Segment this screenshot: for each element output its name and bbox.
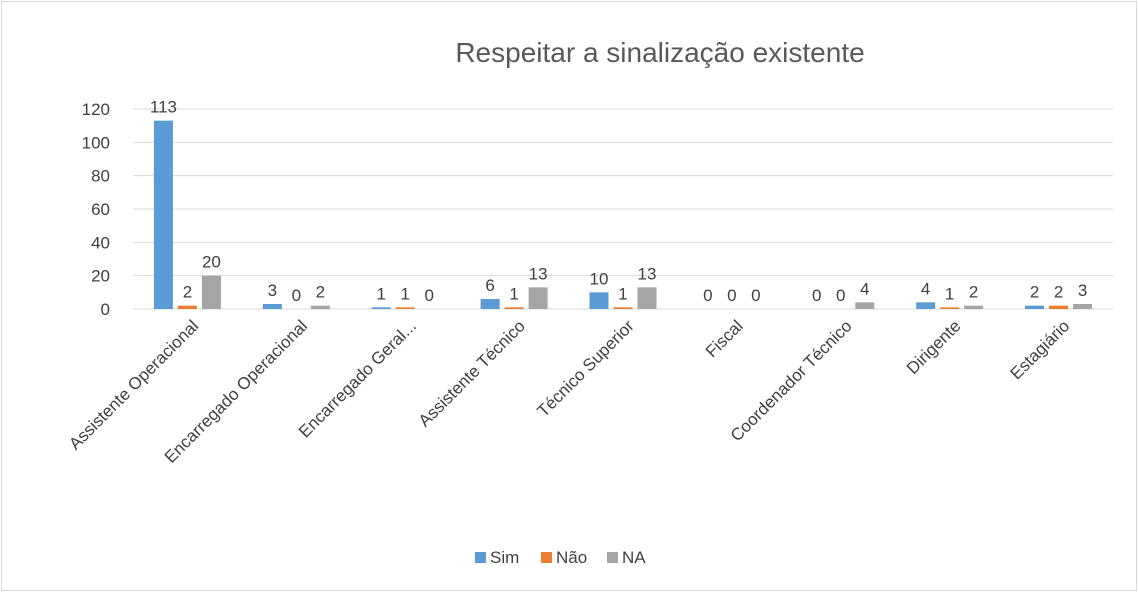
bar xyxy=(589,292,609,309)
y-tick-label: 80 xyxy=(91,167,110,186)
value-label: 0 xyxy=(727,286,736,305)
value-label: 13 xyxy=(529,264,548,283)
bar xyxy=(262,304,282,309)
value-label: 3 xyxy=(1078,281,1087,300)
value-label: 4 xyxy=(921,279,930,298)
value-label: 1 xyxy=(376,284,385,303)
value-label: 1 xyxy=(618,284,627,303)
bar xyxy=(480,299,500,309)
value-label: 1 xyxy=(945,284,954,303)
value-label: 2 xyxy=(1054,283,1063,302)
value-label: 2 xyxy=(1030,283,1039,302)
bar xyxy=(964,305,984,309)
bar xyxy=(528,287,548,309)
value-label: 1 xyxy=(400,284,409,303)
legend-label: Sim xyxy=(490,548,519,567)
bar xyxy=(153,120,173,310)
legend-label: NA xyxy=(622,548,646,567)
y-tick-label: 20 xyxy=(91,267,110,286)
y-tick-label: 40 xyxy=(91,233,110,252)
bar xyxy=(916,302,936,309)
y-tick-label: 100 xyxy=(82,133,110,152)
bar xyxy=(395,307,415,309)
legend-swatch xyxy=(541,552,552,563)
bar xyxy=(637,287,657,309)
value-label: 1 xyxy=(509,284,518,303)
value-label: 0 xyxy=(812,286,821,305)
value-label: 13 xyxy=(638,264,657,283)
value-label: 3 xyxy=(268,281,277,300)
legend-swatch xyxy=(475,552,486,563)
bar xyxy=(201,275,221,309)
bar xyxy=(1025,305,1045,309)
y-tick-label: 60 xyxy=(91,200,110,219)
value-label: 0 xyxy=(703,286,712,305)
bar xyxy=(1049,305,1069,309)
y-tick-label: 0 xyxy=(101,300,110,319)
legend-swatch xyxy=(607,552,618,563)
value-label: 0 xyxy=(836,286,845,305)
value-label: 6 xyxy=(485,276,494,295)
value-label: 2 xyxy=(969,283,978,302)
bar xyxy=(504,307,524,309)
value-label: 20 xyxy=(202,253,221,272)
value-label: 2 xyxy=(316,283,325,302)
bar xyxy=(855,302,875,309)
legend-label: Não xyxy=(556,548,587,567)
bar xyxy=(371,307,391,309)
bar xyxy=(177,305,197,309)
bar xyxy=(1073,304,1093,309)
value-label: 2 xyxy=(183,283,192,302)
value-label: 0 xyxy=(424,286,433,305)
value-label: 0 xyxy=(292,286,301,305)
bar xyxy=(940,307,960,309)
value-label: 10 xyxy=(590,269,609,288)
y-tick-label: 120 xyxy=(82,100,110,119)
value-label: 113 xyxy=(150,98,177,117)
chart-title: Respeitar a sinalização existente xyxy=(455,37,864,68)
bar xyxy=(613,307,633,309)
bar xyxy=(310,305,330,309)
value-label: 4 xyxy=(860,279,869,298)
value-label: 0 xyxy=(751,286,760,305)
